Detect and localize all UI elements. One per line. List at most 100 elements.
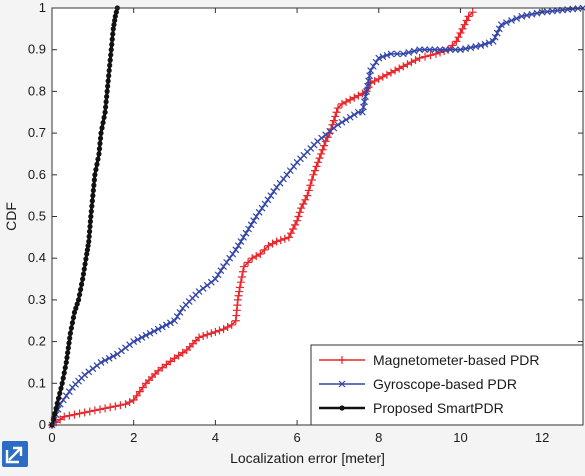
series-marker xyxy=(84,247,90,253)
series-marker xyxy=(91,182,97,188)
series-marker xyxy=(93,166,99,173)
y-tick-label: 0 xyxy=(39,417,46,432)
series-marker xyxy=(407,58,416,67)
series-marker xyxy=(372,58,380,66)
series-marker xyxy=(411,56,420,65)
series-marker xyxy=(270,188,278,195)
series-marker xyxy=(318,145,327,154)
series-marker xyxy=(436,46,444,54)
series-marker xyxy=(258,204,266,212)
series-gyroscope-based-pdr xyxy=(48,4,585,429)
y-tick-label: 0.7 xyxy=(28,125,46,140)
y-tick-label: 0.4 xyxy=(28,250,46,265)
series-marker xyxy=(462,45,469,53)
series-marker xyxy=(166,357,175,366)
series-marker xyxy=(70,410,79,419)
series-marker xyxy=(387,68,396,77)
series-marker xyxy=(375,54,383,62)
series-marker xyxy=(90,406,99,415)
series-marker xyxy=(138,334,146,341)
series-marker xyxy=(426,46,434,54)
series-marker xyxy=(101,404,110,413)
series-marker xyxy=(361,98,368,106)
series-marker xyxy=(101,356,109,364)
series-marker xyxy=(111,402,120,411)
series-marker xyxy=(338,99,347,108)
series-marker xyxy=(415,54,424,63)
series-marker xyxy=(154,325,162,333)
series-marker xyxy=(59,396,67,404)
series-marker xyxy=(293,216,302,225)
series-marker xyxy=(299,199,308,208)
series-marker xyxy=(370,76,379,85)
series-marker xyxy=(80,271,87,277)
series-marker xyxy=(245,225,252,233)
series-marker xyxy=(237,238,245,245)
series-marker xyxy=(89,365,97,373)
series-marker xyxy=(334,121,342,129)
series-marker xyxy=(80,408,89,417)
legend-marker xyxy=(339,405,345,411)
series-marker xyxy=(421,46,429,54)
series-marker xyxy=(122,344,129,352)
series-marker xyxy=(518,12,526,20)
series-marker xyxy=(268,239,277,248)
series-marker xyxy=(134,336,142,343)
series-marker xyxy=(106,67,112,74)
y-tick-label: 0.2 xyxy=(28,334,46,349)
series-marker xyxy=(199,332,208,341)
series-marker xyxy=(106,73,112,79)
series-marker xyxy=(441,46,449,54)
series-marker xyxy=(83,256,89,262)
series-marker xyxy=(81,371,89,379)
y-tick-label: 1 xyxy=(39,0,46,15)
series-marker xyxy=(247,221,255,229)
series-marker xyxy=(211,327,220,336)
series-marker xyxy=(297,204,306,213)
series-marker xyxy=(53,405,59,411)
series-marker xyxy=(301,195,310,204)
series-marker xyxy=(399,62,408,71)
series-marker xyxy=(199,285,207,292)
series-marker xyxy=(235,283,244,292)
series-marker xyxy=(85,243,91,249)
series-marker xyxy=(236,278,245,287)
series-marker xyxy=(58,385,64,391)
series-marker xyxy=(70,315,77,321)
series-marker xyxy=(464,12,473,21)
series-marker xyxy=(85,368,93,376)
series-marker xyxy=(87,218,93,225)
series-marker xyxy=(234,242,242,250)
x-tick-label: 6 xyxy=(293,430,300,445)
series-marker xyxy=(367,67,375,74)
series-marker xyxy=(497,21,505,29)
series-marker xyxy=(333,104,342,113)
series-marker xyxy=(248,254,257,263)
series-marker xyxy=(468,8,477,17)
series-marker xyxy=(399,50,407,58)
series-marker xyxy=(84,251,90,257)
series-marker xyxy=(403,60,412,69)
series-marker xyxy=(460,20,469,29)
series-marker xyxy=(346,113,354,121)
y-axis: 0 0.1 0.2 0.3 0.4 0.5 0.6 0.7 0.8 0.9 1 xyxy=(28,0,583,432)
series-marker xyxy=(59,380,65,386)
series-marker xyxy=(264,196,272,204)
series-marker xyxy=(110,26,116,32)
series-marker xyxy=(108,52,114,58)
series-marker xyxy=(113,9,119,15)
series-marker xyxy=(86,233,92,240)
series-marker xyxy=(95,405,104,414)
series-marker xyxy=(65,345,71,351)
series-marker xyxy=(103,99,109,105)
series-marker xyxy=(162,321,170,329)
series-marker xyxy=(426,51,435,60)
x-tick-label: 2 xyxy=(130,430,137,445)
series-marker xyxy=(232,246,240,254)
series-marker xyxy=(129,395,138,404)
series-marker xyxy=(416,46,424,54)
series-marker xyxy=(481,40,489,48)
external-link-icon[interactable] xyxy=(2,441,28,467)
series-marker xyxy=(346,95,355,104)
series-marker xyxy=(217,267,225,275)
